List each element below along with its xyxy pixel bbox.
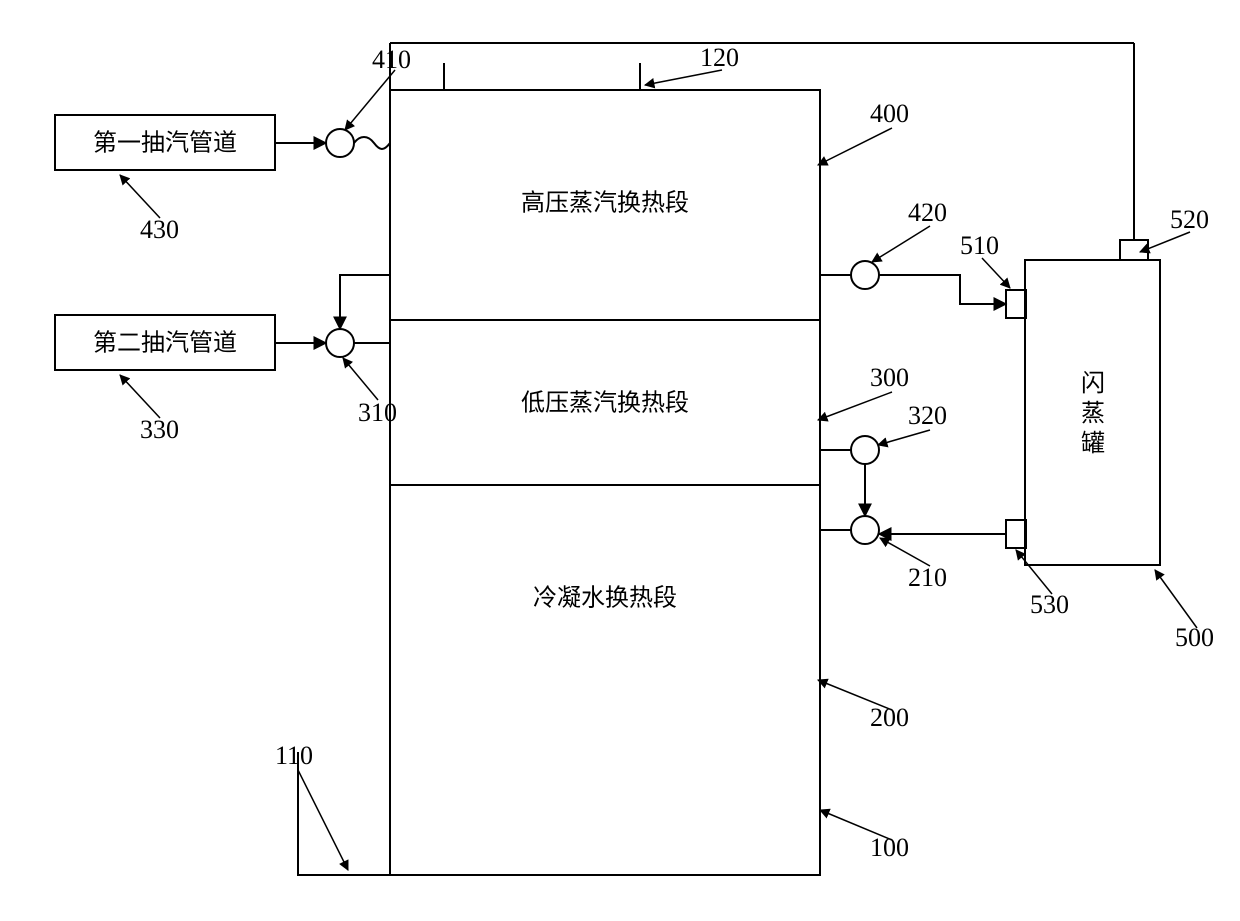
callout-520-text: 520 xyxy=(1170,205,1209,234)
callout-420-text: 420 xyxy=(908,198,947,227)
pipe-box-1: 第一抽汽管道 xyxy=(55,115,275,170)
callout-120-text: 120 xyxy=(700,43,739,72)
callout-510-text: 510 xyxy=(960,231,999,260)
line-v410-squiggle xyxy=(354,137,390,149)
callout-500-text: 500 xyxy=(1175,623,1214,652)
callout-500: 500 xyxy=(1155,570,1214,652)
callout-400: 400 xyxy=(818,99,909,165)
section-top-label: 高压蒸汽换热段 xyxy=(521,190,689,217)
valve-310-icon xyxy=(326,329,354,357)
line-bottom-L xyxy=(298,752,390,875)
callout-100: 100 xyxy=(820,810,909,862)
callout-200-text: 200 xyxy=(870,703,909,732)
flash-tank-bottom-port xyxy=(1006,520,1026,548)
callout-430-text: 430 xyxy=(140,215,179,244)
callout-530: 530 xyxy=(1016,550,1069,619)
callout-120: 120 xyxy=(645,43,739,85)
valve-420-icon xyxy=(851,261,879,289)
callout-420: 420 xyxy=(872,198,947,262)
pipe-box-2: 第二抽汽管道 xyxy=(55,315,275,370)
diagram-canvas: 高压蒸汽换热段 低压蒸汽换热段 冷凝水换热段 第一抽汽管道 第二抽汽管道 闪蒸罐 xyxy=(0,0,1240,921)
callouts: 100 110 120 200 210 300 310 320 330 400 410 420 430 5… xyxy=(120,43,1214,870)
callout-300: 300 xyxy=(818,363,909,420)
callout-430: 430 xyxy=(120,175,179,244)
callout-410: 410 xyxy=(345,45,411,130)
section-bottom-label: 冷凝水换热段 xyxy=(533,585,677,612)
callout-110: 110 xyxy=(275,741,348,870)
callout-410-text: 410 xyxy=(372,45,411,74)
main-column: 高压蒸汽换热段 低压蒸汽换热段 冷凝水换热段 xyxy=(390,90,820,875)
callout-400-text: 400 xyxy=(870,99,909,128)
flash-tank-label: 闪蒸罐 xyxy=(1081,370,1105,457)
callout-210-text: 210 xyxy=(908,563,947,592)
callout-100-text: 100 xyxy=(870,833,909,862)
callout-200: 200 xyxy=(818,680,909,732)
valve-410-icon xyxy=(326,129,354,157)
callout-310-text: 310 xyxy=(358,398,397,427)
flash-tank: 闪蒸罐 xyxy=(1006,240,1160,565)
flash-tank-left-port xyxy=(1006,290,1026,318)
callout-510: 510 xyxy=(960,231,1010,288)
line-v420-tank xyxy=(879,275,1006,304)
callout-310: 310 xyxy=(343,358,397,427)
callout-210: 210 xyxy=(880,538,947,592)
callout-110-text: 110 xyxy=(275,741,313,770)
callout-320: 320 xyxy=(878,401,947,445)
pipe1-label: 第一抽汽管道 xyxy=(93,130,237,157)
callout-320-text: 320 xyxy=(908,401,947,430)
callout-520: 520 xyxy=(1140,205,1209,252)
callout-300-text: 300 xyxy=(870,363,909,392)
valve-210-icon xyxy=(851,516,879,544)
callout-330-text: 330 xyxy=(140,415,179,444)
pipe2-label: 第二抽汽管道 xyxy=(93,330,237,357)
callout-530-text: 530 xyxy=(1030,590,1069,619)
callout-330: 330 xyxy=(120,375,179,444)
line-hp-lp-join xyxy=(340,275,390,329)
valve-320-icon xyxy=(851,436,879,464)
section-middle-label: 低压蒸汽换热段 xyxy=(521,390,689,417)
